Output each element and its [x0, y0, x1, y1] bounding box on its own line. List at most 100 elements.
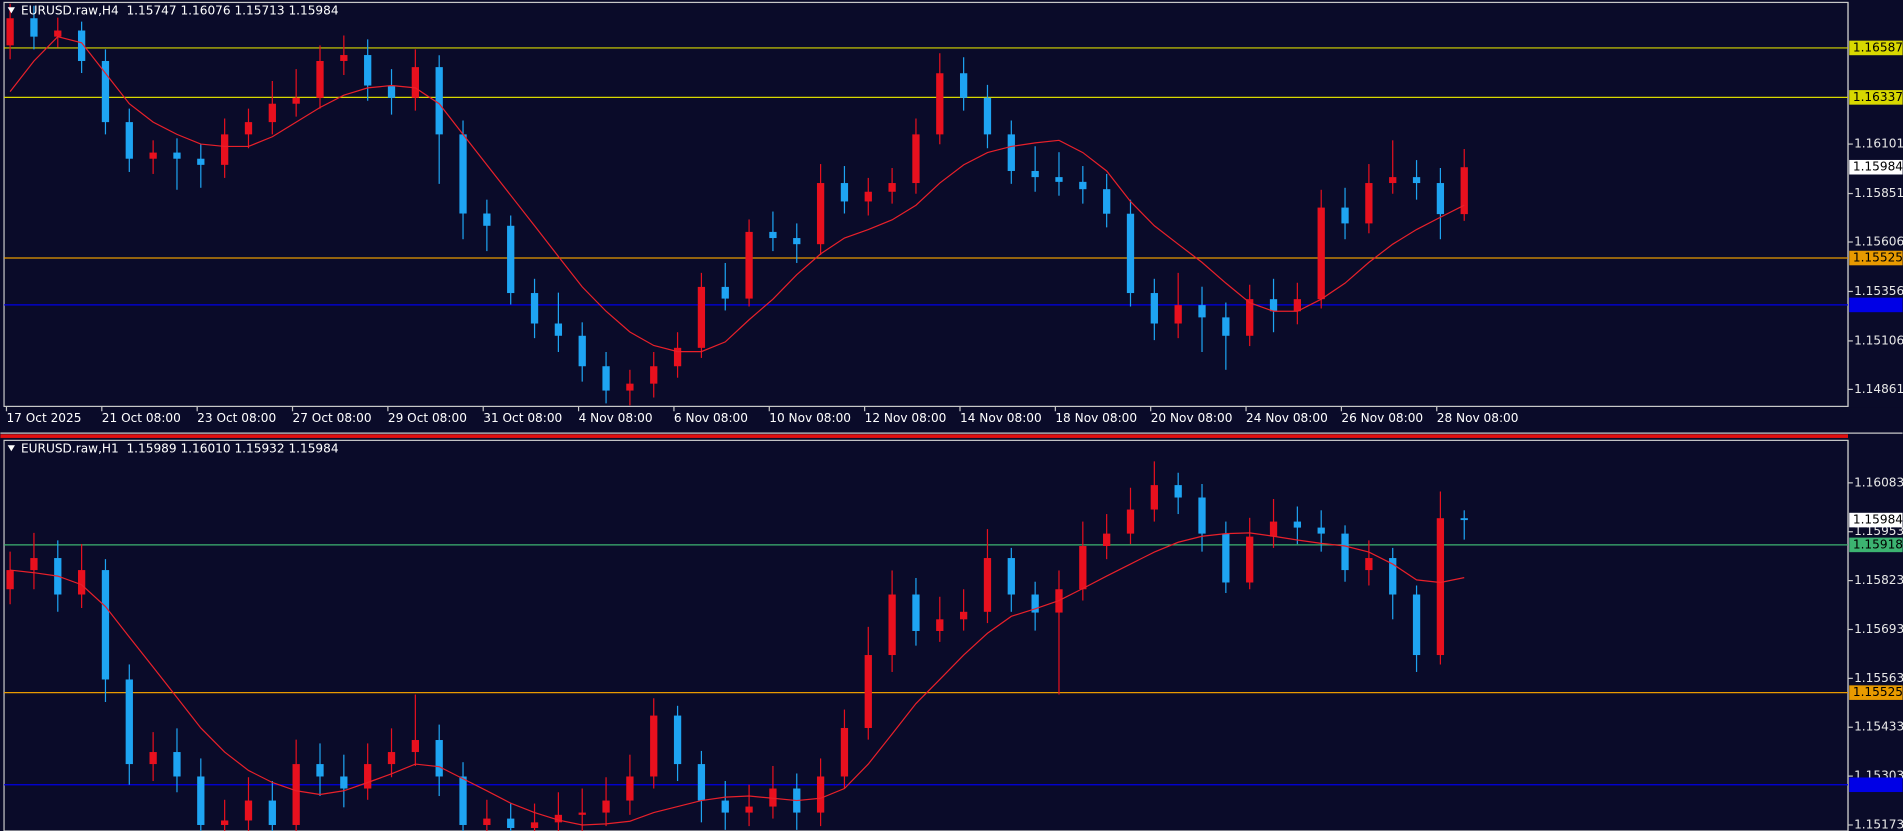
- candle-body: [244, 800, 253, 821]
- x-tick-label: 12 Nov 08:00: [865, 411, 947, 425]
- moving-average: [10, 532, 1465, 826]
- y-tick-label: 1.16101: [1854, 137, 1903, 151]
- x-tick-label: 21 Oct 08:00: [102, 411, 181, 425]
- candle-body: [959, 73, 968, 98]
- y-tick-label: 1.15173: [1854, 817, 1903, 831]
- level-label: 1.15525: [1853, 685, 1903, 699]
- y-tick-label: 1.15693: [1854, 622, 1903, 636]
- candle-body: [507, 818, 515, 828]
- plot-area: [4, 461, 1849, 831]
- candle-body: [1412, 594, 1421, 656]
- x-tick-label: 10 Nov 08:00: [769, 411, 851, 425]
- candle-body: [530, 822, 539, 828]
- candle-body: [1031, 594, 1039, 613]
- candle-body: [1269, 521, 1278, 537]
- candle-body: [197, 776, 205, 825]
- candle-body: [268, 800, 276, 825]
- candle-body: [793, 238, 801, 245]
- x-tick-label: 4 Nov 08:00: [579, 411, 653, 425]
- candle-body: [1031, 170, 1039, 178]
- candle-body: [101, 60, 110, 123]
- candle-body: [1007, 134, 1015, 171]
- candle-body: [411, 67, 419, 98]
- candle-body: [1150, 293, 1158, 324]
- candle-body: [1126, 509, 1135, 534]
- y-tick-label: 1.15606: [1854, 235, 1903, 249]
- chart-layer: 1.16101 1.15851 1.15606 1.15356 1.15106 1.148…: [3, 1, 1903, 831]
- x-tick-label: 27 Oct 08:00: [293, 411, 372, 425]
- candle-body: [888, 183, 896, 192]
- x-tick-label: 24 Nov 08:00: [1246, 411, 1328, 425]
- candle-body: [650, 715, 658, 777]
- candle-body: [959, 611, 968, 620]
- candle-body: [483, 213, 491, 226]
- candle-body: [673, 347, 682, 367]
- candle-body: [173, 152, 181, 159]
- y-tick-label: 1.15851: [1854, 186, 1903, 200]
- candle-body: [125, 679, 133, 765]
- candle-body: [1460, 167, 1468, 215]
- candle-body: [435, 740, 443, 777]
- x-tick-label: 14 Nov 08:00: [960, 411, 1042, 425]
- candle-body: [459, 776, 467, 825]
- y-tick-label: 1.16083: [1854, 475, 1903, 489]
- candle-body: [1126, 213, 1135, 294]
- candle-body: [721, 286, 729, 299]
- candle-body: [840, 727, 849, 777]
- candle-body: [364, 55, 372, 86]
- candle-body: [292, 764, 300, 825]
- candle-body: [1103, 189, 1111, 214]
- candle-body: [721, 800, 729, 813]
- x-tick-label: 17 Oct 2025: [6, 411, 81, 425]
- y-tick-label: 1.15823: [1854, 573, 1903, 587]
- candle-body: [149, 752, 157, 765]
- candle-body: [1460, 518, 1468, 521]
- y-tick-label: 1.15433: [1854, 720, 1903, 734]
- candle-body: [864, 655, 872, 728]
- candle-body: [745, 806, 753, 813]
- level-label: 1.15525: [1853, 251, 1903, 265]
- candle-body: [1293, 299, 1302, 312]
- candle-body: [435, 67, 443, 135]
- time-axis-bar: [0, 407, 1903, 432]
- candle-body: [983, 558, 992, 612]
- y-tick-label: 1.15563: [1854, 671, 1903, 685]
- candle-body: [316, 60, 324, 98]
- level-label: 1.15918: [1853, 537, 1903, 551]
- candle-body: [1222, 533, 1230, 583]
- candle-body: [816, 776, 825, 813]
- level-label: 1.16587: [1853, 40, 1903, 54]
- candle-body: [626, 776, 634, 801]
- candle-body: [1365, 183, 1373, 224]
- candle-body: [6, 570, 14, 590]
- candle-body: [507, 225, 515, 294]
- candle-body: [1055, 177, 1063, 182]
- x-tick-label: 29 Oct 08:00: [388, 411, 467, 425]
- candle-body: [459, 134, 467, 214]
- x-tick-label: 26 Nov 08:00: [1341, 411, 1423, 425]
- candle-body: [1174, 305, 1182, 324]
- candle-body: [745, 231, 753, 299]
- candle-body: [1317, 207, 1325, 300]
- candle-body: [1246, 299, 1254, 336]
- moving-average: [9, 35, 1465, 353]
- candle-body: [840, 183, 849, 202]
- candle-body: [578, 335, 586, 367]
- candle-body: [244, 122, 253, 135]
- chart-title: EURUSD.raw,H4 1.15747 1.16076 1.15713 1.…: [21, 3, 339, 17]
- candle-body: [316, 764, 324, 777]
- candle-body: [340, 776, 348, 789]
- candle-body: [554, 814, 563, 823]
- candle-body: [1103, 533, 1111, 547]
- candle-body: [530, 293, 539, 324]
- candle-body: [769, 231, 777, 239]
- candle-body: [149, 152, 157, 159]
- candle-body: [1412, 177, 1421, 184]
- candle-body: [864, 191, 872, 202]
- active-panel-bar: [0, 434, 1849, 438]
- candle-body: [30, 18, 38, 37]
- y-tick-label: 1.15953: [1854, 524, 1903, 538]
- candle-body: [411, 740, 419, 753]
